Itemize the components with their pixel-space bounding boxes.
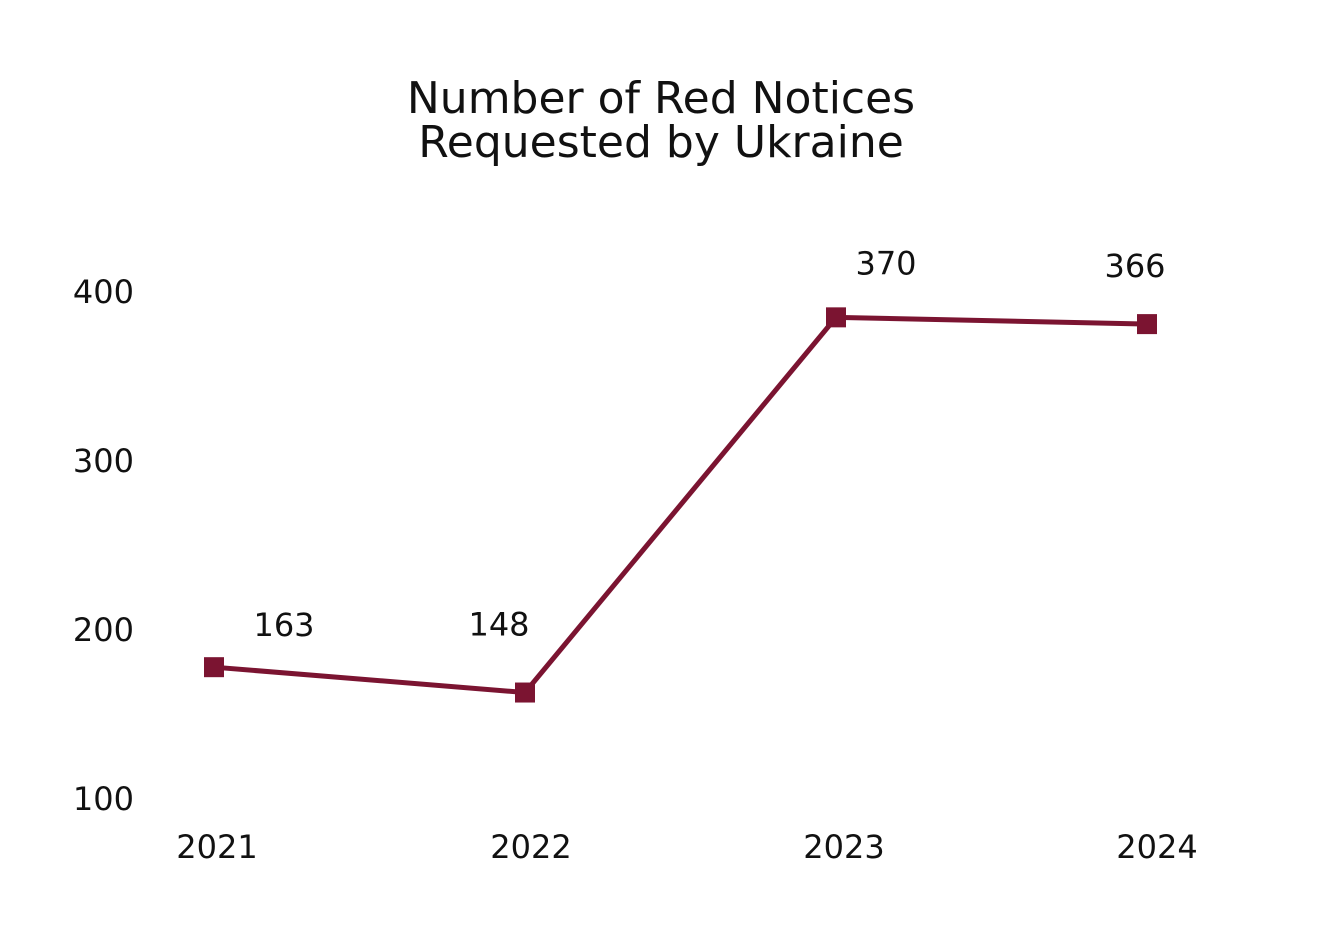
data-label: 366: [1104, 247, 1165, 285]
data-label: 148: [468, 606, 529, 644]
data-point-marker: [826, 307, 846, 328]
y-tick-label: 400: [73, 273, 134, 311]
series-line: [213, 314, 1148, 696]
data-point-marker: [515, 682, 535, 703]
y-axis: 100 200 300 400: [73, 273, 134, 818]
data-label: 163: [253, 606, 314, 644]
x-axis: 2021 2022 2023 2024: [176, 828, 1197, 866]
x-tick-label: 2021: [176, 828, 257, 866]
x-tick-label: 2023: [803, 828, 884, 866]
chart-title: Number of Red Notices Requested by Ukrai…: [407, 73, 915, 168]
chart-title-line-2: Requested by Ukraine: [418, 117, 904, 168]
data-point-marker: [1137, 314, 1157, 335]
x-tick-label: 2022: [490, 828, 571, 866]
y-tick-label: 100: [73, 780, 134, 818]
chart-title-line-1: Number of Red Notices: [407, 73, 915, 124]
y-tick-label: 200: [73, 611, 134, 649]
x-tick-label: 2024: [1116, 828, 1197, 866]
y-tick-label: 300: [73, 442, 134, 480]
series-group: [204, 307, 1157, 703]
data-point-marker: [204, 657, 224, 678]
data-labels: 163 148 370 366: [253, 244, 1165, 644]
data-label: 370: [855, 244, 916, 282]
